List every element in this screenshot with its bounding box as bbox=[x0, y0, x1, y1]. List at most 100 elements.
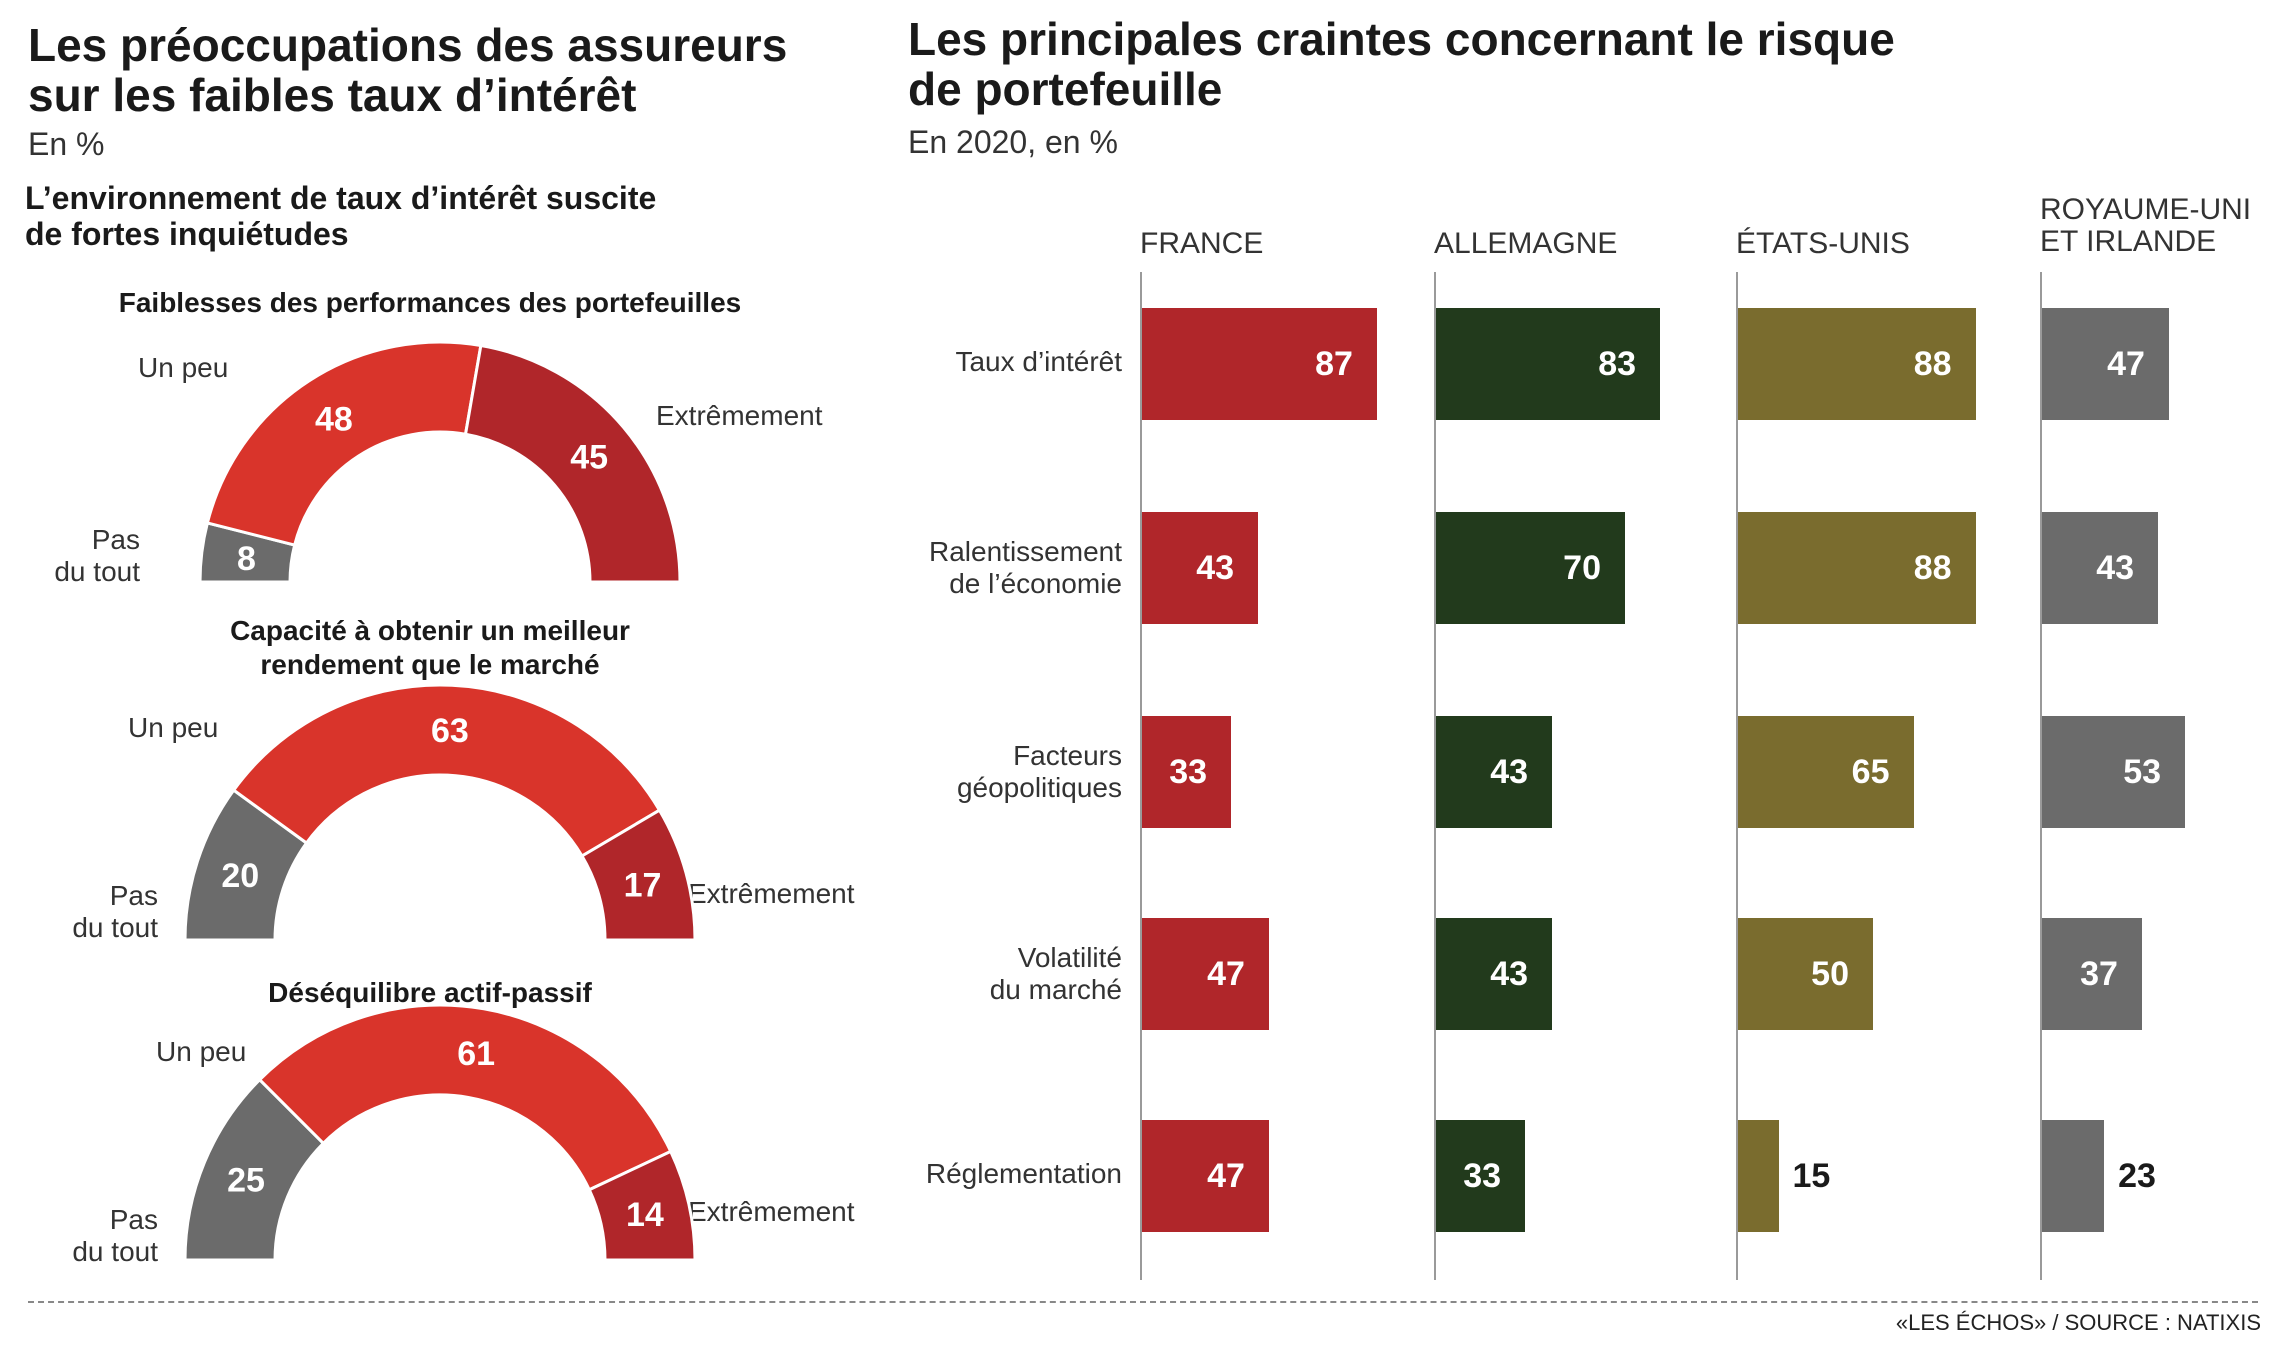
left-subtitle-line2: de fortes inquiétudes bbox=[25, 216, 349, 252]
category-label-3-line1: Facteurs bbox=[1013, 740, 1122, 771]
donut-1-value-un-peu: 48 bbox=[315, 400, 353, 438]
donut-2-label-pas-du-tout: Pas du tout bbox=[58, 880, 158, 944]
bar-chart-portfolio-risks: FRANCE ALLEMAGNE ÉTATS-UNIS ROYAUME-UNI ET I… bbox=[860, 193, 2252, 1280]
bar-2-5 bbox=[1436, 1120, 1526, 1232]
bar-value-3-1: 88 bbox=[1913, 345, 1952, 383]
donut-3-slice-extremement bbox=[587, 1149, 697, 1260]
category-label-2-line2: de l’économie bbox=[949, 568, 1122, 599]
country-header-2-line1: ALLEMAGNE bbox=[1434, 227, 1618, 260]
bar-3-5 bbox=[1738, 1120, 1779, 1232]
country-header-4-line2: ET IRLANDE bbox=[2040, 225, 2217, 258]
footer-divider bbox=[28, 1301, 2258, 1303]
bar-value-1-5: 47 bbox=[1207, 1157, 1245, 1195]
bar-value-4-4: 37 bbox=[2080, 955, 2118, 993]
bar-value-3-4: 50 bbox=[1811, 955, 1849, 993]
donut-1-value-extremement: 45 bbox=[570, 438, 608, 476]
category-label-4: Volatilité du marché bbox=[860, 942, 1122, 1006]
donut-1-slice-extremement bbox=[463, 343, 682, 584]
bar-1-3 bbox=[1142, 716, 1232, 828]
left-title-line1: Les préoccupations des assureurs bbox=[28, 19, 788, 71]
donut-1-label-pas-line1: Pas bbox=[91, 524, 140, 555]
bar-value-1-3: 33 bbox=[1169, 753, 1208, 791]
donut-2-value-extremement: 17 bbox=[624, 867, 662, 905]
donut-1-label-un-peu: Un peu bbox=[138, 352, 229, 383]
donut-2-value-pas-du-tout: 20 bbox=[221, 857, 259, 895]
bar-value-2-5: 33 bbox=[1463, 1157, 1502, 1195]
country-header-3-line1: ÉTATS-UNIS bbox=[1736, 227, 1910, 260]
bar-value-3-5: 15 bbox=[1792, 1157, 1831, 1195]
donut-2-title-line1: Capacité à obtenir un meilleur bbox=[230, 615, 630, 646]
bar-1-1 bbox=[1142, 308, 1377, 420]
bar-4-5 bbox=[2042, 1120, 2105, 1232]
country-header-3: ÉTATS-UNIS bbox=[1736, 228, 1996, 260]
donut-2-value-un-peu: 63 bbox=[431, 712, 469, 750]
category-label-5: Réglementation bbox=[860, 1158, 1122, 1190]
right-title-line1: Les principales craintes concernant le r… bbox=[908, 13, 1895, 65]
bar-value-4-1: 47 bbox=[2107, 345, 2145, 383]
bar-value-3-3: 65 bbox=[1851, 753, 1890, 791]
bar-2-3 bbox=[1436, 716, 1553, 828]
donut-chart-asset-liability: 25 61 14 bbox=[183, 1003, 697, 1260]
donut-3-label-extremement: Extrêmement bbox=[688, 1196, 855, 1227]
donut-2-label-un-peu: Un peu bbox=[128, 712, 219, 743]
country-header-1-line1: FRANCE bbox=[1140, 227, 1264, 260]
donut-1-title: Faiblesses des performances des portefeu… bbox=[118, 287, 742, 318]
bar-1-4 bbox=[1142, 918, 1269, 1030]
bar-value-3-2: 88 bbox=[1913, 549, 1952, 587]
bar-value-1-1: 87 bbox=[1315, 345, 1353, 383]
bar-value-4-5: 23 bbox=[2118, 1157, 2156, 1195]
bar-2-2 bbox=[1436, 512, 1625, 624]
bar-4-1 bbox=[2042, 308, 2169, 420]
bar-2-4 bbox=[1436, 918, 1553, 1030]
left-unit: En % bbox=[28, 126, 105, 162]
donut-1-label-extremement: Extrêmement bbox=[656, 400, 823, 431]
donut-3-label-un-peu: Un peu bbox=[156, 1036, 247, 1067]
left-subtitle: L’environnement de taux d’intérêt suscit… bbox=[25, 180, 656, 252]
bar-value-1-4: 47 bbox=[1207, 955, 1245, 993]
category-label-5-line1: Réglementation bbox=[925, 1158, 1122, 1189]
donut-3-label-pas-line1: Pas bbox=[109, 1204, 158, 1235]
bar-3-2 bbox=[1738, 512, 1976, 624]
right-unit: En 2020, en % bbox=[908, 124, 1118, 160]
bar-4-2 bbox=[2042, 512, 2159, 624]
bar-value-4-2: 43 bbox=[2096, 549, 2135, 587]
category-label-4-line2: du marché bbox=[989, 974, 1122, 1005]
donut-chart-portfolio-performance: 8 48 45 bbox=[198, 340, 682, 584]
bar-value-2-2: 70 bbox=[1563, 549, 1601, 587]
bar-3-4 bbox=[1738, 918, 1873, 1030]
bar-value-4-3: 53 bbox=[2123, 753, 2162, 791]
donut-3-value-extremement: 14 bbox=[626, 1196, 664, 1234]
bar-1-5 bbox=[1142, 1120, 1269, 1232]
donut-3-label-pas-du-tout: Pas du tout bbox=[58, 1204, 158, 1268]
right-title: Les principales craintes concernant le r… bbox=[908, 14, 1895, 114]
axis-line-3 bbox=[1736, 272, 1738, 1280]
category-label-2: Ralentissement de l’économie bbox=[860, 536, 1122, 600]
left-subtitle-line1: L’environnement de taux d’intérêt suscit… bbox=[25, 180, 657, 216]
donut-2-title-line2: rendement que le marché bbox=[260, 649, 600, 680]
left-title-line2: sur les faibles taux d’intérêt bbox=[28, 69, 637, 121]
donut-2-label-extremement: Extrêmement bbox=[688, 878, 855, 909]
left-title: Les préoccupations des assureurs sur les… bbox=[28, 20, 787, 120]
bar-value-2-4: 43 bbox=[1490, 955, 1529, 993]
donut-1-value-pas-du-tout: 8 bbox=[237, 540, 256, 578]
category-label-4-line1: Volatilité bbox=[1017, 942, 1122, 973]
bar-2-1 bbox=[1436, 308, 1661, 420]
donut-2-label-pas-line2: du tout bbox=[72, 912, 158, 943]
right-title-line2: de portefeuille bbox=[908, 63, 1223, 115]
donut-2-slice-un-peu bbox=[231, 683, 662, 859]
bar-4-3 bbox=[2042, 716, 2186, 828]
bar-4-4 bbox=[2042, 918, 2142, 1030]
donut-1-slice-un-peu bbox=[205, 340, 483, 547]
donut-1-label-pas-line2: du tout bbox=[54, 556, 140, 587]
category-label-3: Facteurs géopolitiques bbox=[860, 740, 1122, 804]
category-label-2-line1: Ralentissement bbox=[929, 536, 1122, 567]
axis-line-1 bbox=[1140, 272, 1142, 1280]
category-label-1-line1: Taux d’intérêt bbox=[955, 346, 1122, 377]
bar-value-1-2: 43 bbox=[1196, 549, 1235, 587]
bar-3-1 bbox=[1738, 308, 1976, 420]
donut-3-label-pas-line2: du tout bbox=[72, 1236, 158, 1267]
donut-2-slice-extremement bbox=[579, 808, 697, 940]
country-header-4-line1: ROYAUME-UNI bbox=[2040, 193, 2252, 226]
country-header-2: ALLEMAGNE bbox=[1434, 228, 1694, 260]
category-label-1: Taux d’intérêt bbox=[860, 346, 1122, 378]
